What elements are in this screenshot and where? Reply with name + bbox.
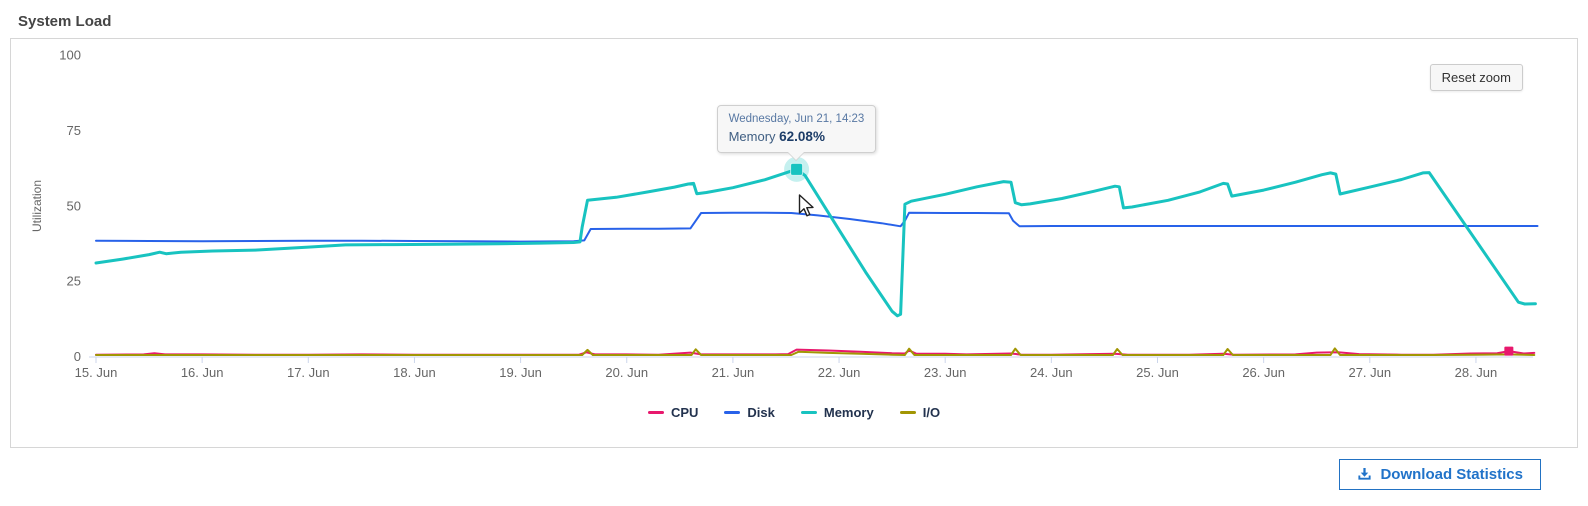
series-line-memory (94, 167, 1537, 318)
y-axis-label: 75 (67, 123, 81, 138)
mouse-cursor-icon (798, 194, 814, 217)
chart-plot-area[interactable]: 15. Jun 16. Jun 17. Jun 18. Jun 19. Jun 20. J… (11, 39, 1575, 445)
legend-label: I/O (922, 405, 941, 420)
y-axis-label: 50 (67, 198, 81, 213)
legend-swatch (899, 411, 916, 414)
download-statistics-button[interactable]: Download Statistics (1339, 459, 1541, 490)
x-axis-label: 21. Jun (712, 365, 755, 380)
y-axis-label: 25 (67, 274, 81, 289)
x-axis-label: 22. Jun (818, 365, 861, 380)
legend-swatch (647, 411, 664, 414)
x-axis-label: 17. Jun (287, 365, 330, 380)
series-line-io (95, 347, 1536, 356)
y-axis-label: 100 (59, 48, 81, 63)
legend-item-cpu[interactable]: CPU (647, 405, 699, 420)
tooltip-series-name: Memory (728, 129, 776, 144)
x-axis-label: 27. Jun (1348, 365, 1391, 380)
legend-swatch (800, 411, 817, 414)
x-axis-label: 18. Jun (393, 365, 436, 380)
x-axis-label: 24. Jun (1030, 365, 1073, 380)
cpu-last-point-marker (1504, 346, 1514, 356)
tooltip-body: Memory 62.08% (729, 129, 865, 144)
tooltip-timestamp: Wednesday, Jun 21, 14:23 (728, 113, 865, 125)
x-axis-label: 16. Jun (181, 365, 224, 380)
hovered-point-marker (790, 162, 804, 176)
x-axis-label: 19. Jun (499, 365, 542, 380)
x-axis-label: 23. Jun (924, 365, 967, 380)
y-axis-label: 0 (74, 349, 81, 364)
x-axis-label: 15. Jun (75, 365, 118, 380)
y-axis-title: Utilization (30, 180, 44, 232)
legend-item-io[interactable]: I/O (899, 405, 941, 420)
x-axis-label: 25. Jun (1136, 365, 1179, 380)
chart-tooltip: Wednesday, Jun 21, 14:23 Memory 62.08% (716, 105, 877, 161)
legend-item-disk[interactable]: Disk (724, 405, 775, 420)
reset-zoom-button[interactable]: Reset zoom (1429, 64, 1523, 91)
legend-label: CPU (670, 405, 699, 420)
legend-label: Disk (747, 405, 775, 420)
series-line-disk (95, 211, 1539, 243)
x-axis-label: 28. Jun (1455, 365, 1498, 380)
chart-legend: CPU Disk Memory I/O (11, 405, 1577, 420)
download-icon (1358, 467, 1372, 480)
legend-label: Memory (823, 405, 874, 420)
legend-swatch (724, 411, 741, 414)
x-axis-label: 26. Jun (1242, 365, 1285, 380)
x-axis-label: 20. Jun (605, 365, 648, 380)
page-title: System Load (18, 13, 112, 30)
tooltip-value: 62.08% (779, 129, 825, 144)
legend-item-memory[interactable]: Memory (800, 405, 874, 420)
download-button-label: Download Statistics (1380, 466, 1523, 483)
chart-panel: 15. Jun 16. Jun 17. Jun 18. Jun 19. Jun 20. J… (10, 38, 1578, 448)
